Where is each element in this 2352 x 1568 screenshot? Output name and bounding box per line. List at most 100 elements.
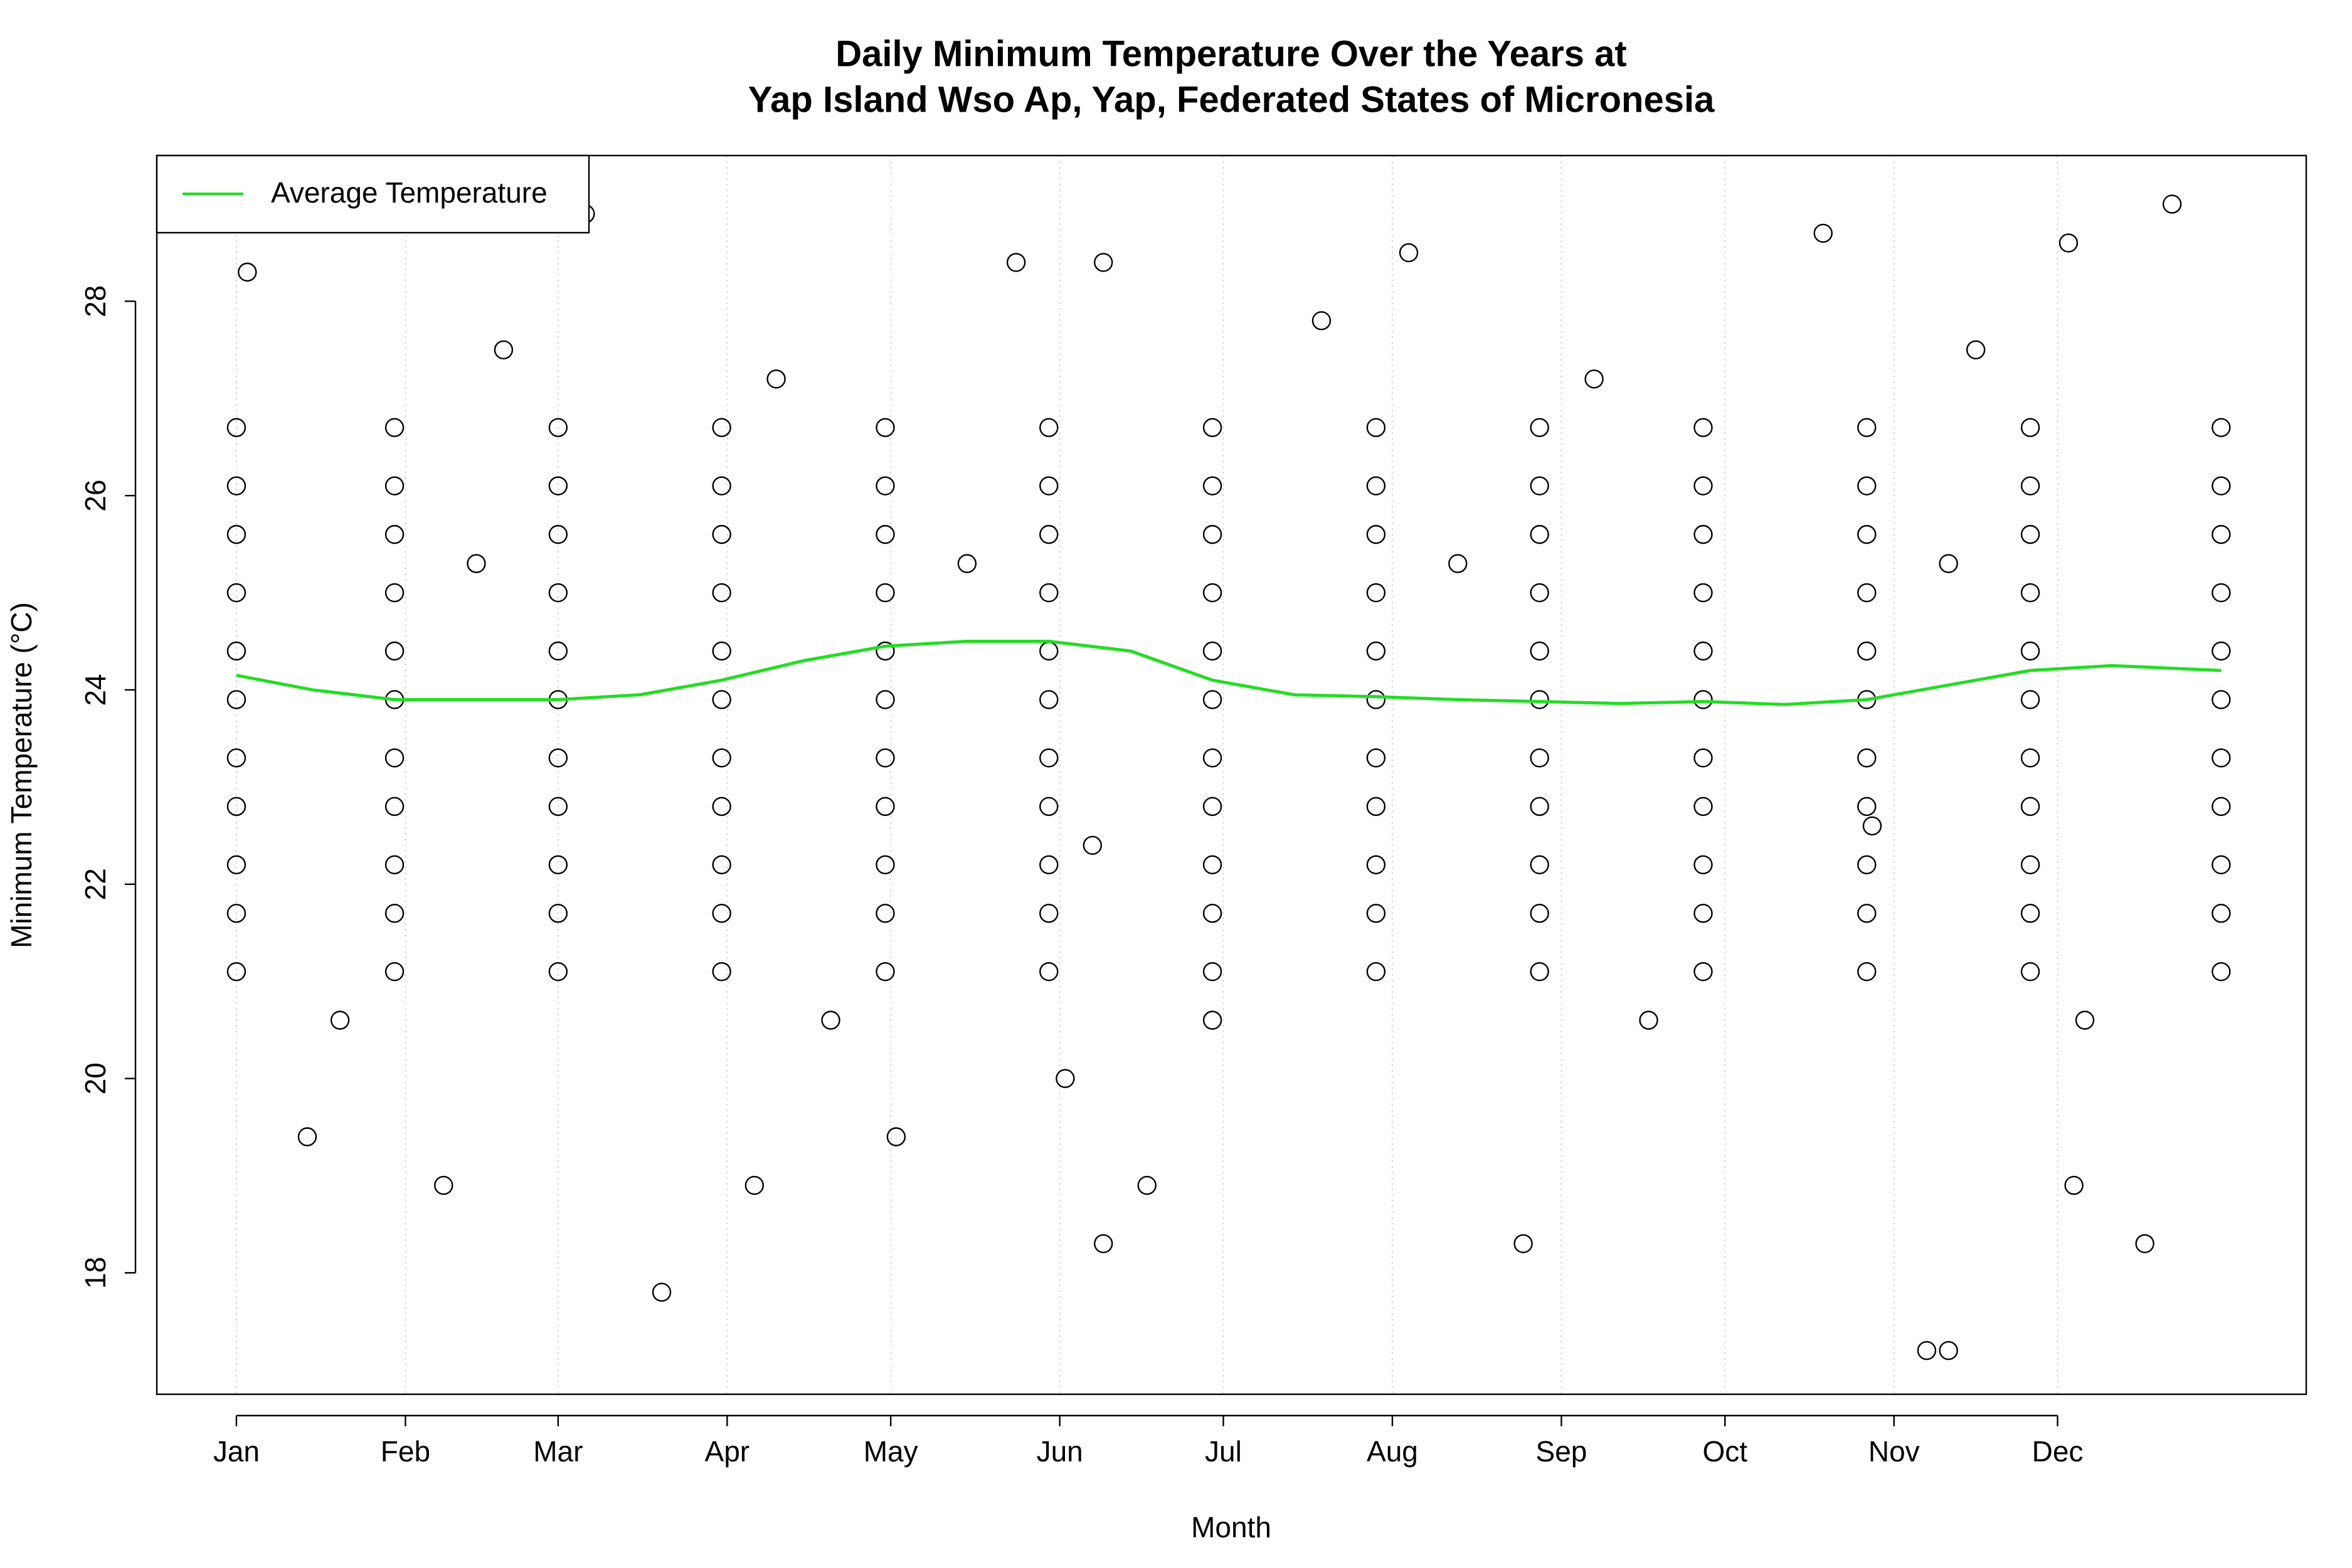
data-point — [2058, 233, 2079, 253]
y-tick-label: 28 — [79, 285, 112, 317]
x-tick-label: Jun — [1037, 1435, 1083, 1468]
data-point — [1202, 641, 1222, 661]
data-point — [548, 855, 568, 874]
data-point — [1366, 641, 1386, 661]
data-point — [1857, 904, 1877, 923]
data-point — [548, 418, 568, 437]
data-point — [1857, 524, 1877, 544]
data-point — [712, 641, 731, 661]
data-point — [1857, 748, 1877, 768]
data-point — [1693, 961, 1713, 982]
data-point — [1366, 418, 1386, 437]
data-point — [2020, 690, 2040, 709]
data-point — [1530, 904, 1549, 923]
data-point — [548, 524, 568, 544]
average-line — [236, 640, 2222, 706]
data-point — [1693, 418, 1713, 437]
data-point — [238, 262, 257, 282]
data-point — [1039, 583, 1059, 603]
data-point — [712, 904, 731, 923]
data-point — [1530, 641, 1549, 661]
data-point — [821, 1010, 840, 1030]
data-point — [226, 748, 246, 768]
data-point — [1039, 690, 1059, 709]
y-tick-label: 22 — [79, 868, 112, 900]
y-tick-label: 26 — [79, 480, 112, 512]
data-point — [1693, 476, 1713, 495]
data-point — [2020, 583, 2040, 603]
data-point — [1006, 253, 1026, 272]
data-point — [384, 961, 405, 982]
chart-title: Daily Minimum Temperature Over the Years… — [835, 33, 1626, 74]
data-point — [712, 797, 731, 817]
data-point — [1311, 311, 1332, 331]
data-point — [1693, 797, 1713, 817]
data-point — [226, 690, 246, 709]
data-point — [1094, 253, 1113, 272]
data-point — [548, 583, 568, 603]
data-point — [2020, 797, 2040, 817]
data-point — [1202, 524, 1222, 544]
data-point — [2020, 904, 2040, 923]
x-tick-label: Mar — [533, 1435, 583, 1468]
data-point — [876, 583, 895, 603]
data-point — [1202, 855, 1222, 874]
x-tick-label: Apr — [705, 1435, 750, 1468]
data-point — [384, 418, 405, 437]
data-point — [384, 904, 405, 923]
data-point — [1202, 1010, 1222, 1030]
data-point — [1693, 524, 1713, 544]
x-tick-label: Aug — [1367, 1435, 1418, 1468]
data-point — [876, 961, 895, 982]
data-point — [1202, 748, 1222, 768]
data-point — [886, 1127, 906, 1147]
data-point — [2212, 961, 2231, 982]
data-point — [1399, 243, 1419, 263]
data-point — [548, 904, 568, 923]
data-point — [1857, 583, 1877, 603]
data-point — [2020, 748, 2040, 768]
data-point — [712, 748, 731, 768]
data-point — [2135, 1234, 2154, 1254]
data-point — [226, 418, 246, 437]
data-point — [1693, 690, 1713, 709]
y-tick-label: 20 — [79, 1062, 112, 1094]
data-point — [548, 641, 568, 661]
data-point — [1039, 904, 1059, 923]
data-point — [1202, 961, 1222, 982]
data-point — [2212, 855, 2231, 874]
data-point — [876, 418, 895, 437]
data-point — [712, 690, 731, 709]
x-tick-label: Nov — [1868, 1435, 1920, 1468]
y-tick-label: 18 — [79, 1257, 112, 1289]
data-point — [330, 1010, 350, 1030]
data-point — [1693, 748, 1713, 768]
data-point — [1366, 961, 1386, 982]
data-point — [1366, 904, 1386, 923]
x-tick-label: Oct — [1702, 1435, 1747, 1468]
data-point — [2212, 641, 2231, 661]
data-point — [1039, 748, 1059, 768]
data-point — [712, 418, 731, 437]
data-point — [1039, 476, 1059, 495]
data-point — [548, 748, 568, 768]
data-point — [226, 476, 246, 495]
data-point — [2212, 690, 2231, 709]
data-point — [1202, 418, 1222, 437]
data-point — [2075, 1010, 2095, 1030]
data-point — [1530, 583, 1549, 603]
data-point — [1366, 690, 1386, 709]
data-point — [876, 904, 895, 923]
data-point — [1857, 476, 1877, 495]
x-tick-label: Jul — [1205, 1435, 1242, 1468]
chart-title: Yap Island Wso Ap, Yap, Federated States… — [748, 79, 1715, 120]
data-point — [1939, 554, 1958, 573]
data-point — [384, 797, 405, 817]
data-point — [957, 554, 977, 573]
data-point — [1513, 1234, 1533, 1254]
data-point — [876, 748, 895, 768]
data-point — [1693, 904, 1713, 923]
data-point — [548, 797, 568, 817]
